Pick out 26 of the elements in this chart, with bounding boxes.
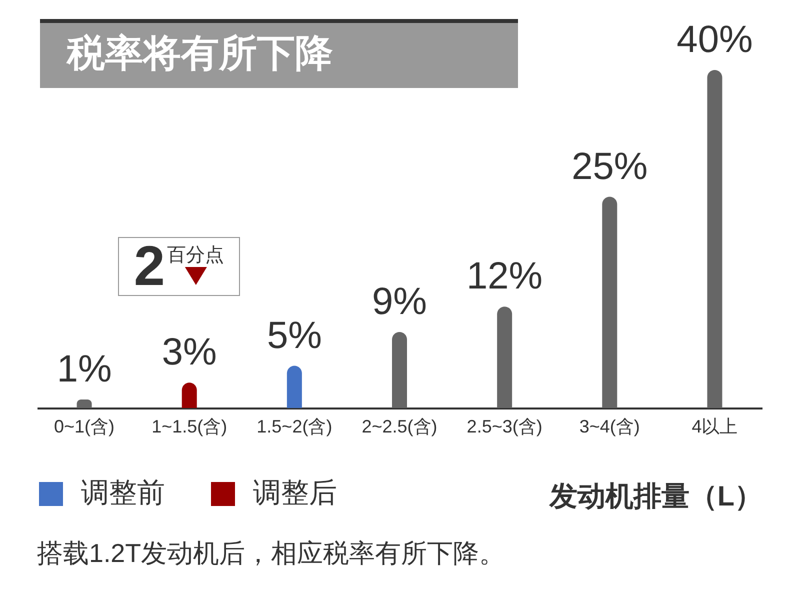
x-tick-label: 4以上 [692, 416, 738, 436]
data-label: 5% [266, 314, 322, 357]
data-label: 3% [162, 332, 217, 374]
bar [497, 306, 512, 408]
data-label: 12% [466, 256, 543, 298]
bar [76, 400, 92, 408]
bar [392, 332, 407, 408]
x-tick-label: 0~1(含) [54, 416, 115, 436]
x-tick-label: 1~1.5(含) [152, 416, 228, 436]
bar [602, 196, 618, 408]
x-tick-label: 1.5~2(含) [256, 416, 332, 436]
data-label: 9% [372, 280, 427, 323]
x-tick-label: 3~4(含) [579, 416, 640, 436]
legend-label: 调整后 [253, 477, 337, 508]
data-label: 1% [56, 348, 112, 391]
data-label: 25% [572, 146, 648, 188]
bar [286, 366, 302, 408]
chart-title: 税率将有所下降 [67, 32, 333, 77]
text: 搭载1.2T发动机后，相应税率有所下降。 [37, 537, 506, 570]
bar [182, 382, 197, 408]
x-tick-label: 2.5~3(含) [466, 416, 542, 436]
bar [707, 70, 722, 408]
data-label: 40% [676, 19, 753, 61]
legend-label: 调整前 [81, 477, 165, 508]
x-axis-title: 发动机排量（L） [548, 480, 762, 512]
x-tick-label: 2~2.5(含) [362, 416, 438, 436]
